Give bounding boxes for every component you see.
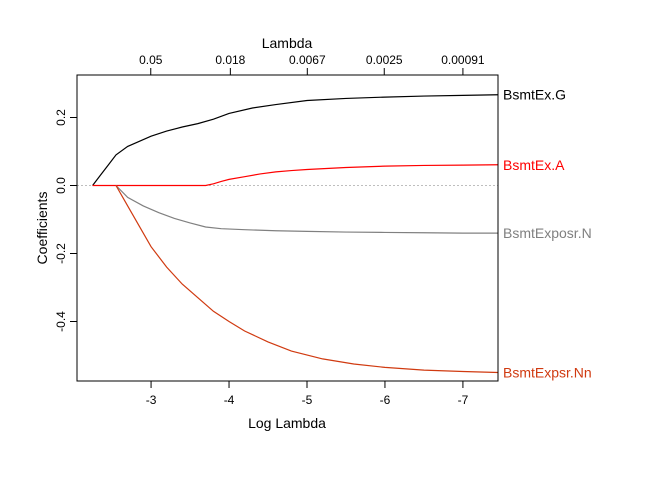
y-axis-title: Coefficients <box>34 192 50 265</box>
series-line-bsmtexposr-n <box>115 185 498 234</box>
series-label-bsmtexposr-n: BsmtExposr.N <box>503 225 592 241</box>
top-tick-label: 0.00091 <box>441 53 485 67</box>
left-tick-label: 0.0 <box>54 177 68 194</box>
series-label-bsmtex-g: BsmtEx.G <box>503 87 566 103</box>
bottom-tick-label: -7 <box>458 393 469 407</box>
series-line-bsmtex-a <box>92 164 499 187</box>
series-label-layer: BsmtEx.G BsmtEx.A BsmtExposr.N BsmtExpsr.Nn <box>503 87 592 381</box>
top-tick-label: 0.05 <box>139 53 163 67</box>
bottom-tick-label: -6 <box>380 393 391 407</box>
series-label-bsmtexpsr-nn: BsmtExpsr.Nn <box>503 365 592 381</box>
top-tick-label: 0.0025 <box>366 53 403 67</box>
series-layer <box>92 94 499 374</box>
top-tick-label: 0.0067 <box>289 53 326 67</box>
series-line-bsmtexpsr-nn <box>115 185 499 374</box>
left-tick-label: -0.2 <box>54 243 68 264</box>
series-line-bsmtex-g <box>92 94 499 186</box>
x-axis-title: Log Lambda <box>248 415 326 431</box>
bottom-tick-label: -3 <box>146 393 157 407</box>
bottom-tick-label: -4 <box>224 393 235 407</box>
top-tick-label: 0.018 <box>215 53 245 67</box>
series-label-bsmtex-a: BsmtEx.A <box>503 157 565 173</box>
top-axis-title: Lambda <box>262 35 313 51</box>
bottom-axis: -3 -4 -5 -6 -7 <box>146 380 469 407</box>
left-tick-label: 0.2 <box>54 109 68 126</box>
top-axis: 0.05 0.018 0.0067 0.0025 0.00091 <box>139 53 485 76</box>
bottom-tick-label: -5 <box>302 393 313 407</box>
left-axis: 0.2 0.0 -0.2 -0.4 <box>54 109 78 332</box>
left-tick-label: -0.4 <box>54 311 68 332</box>
